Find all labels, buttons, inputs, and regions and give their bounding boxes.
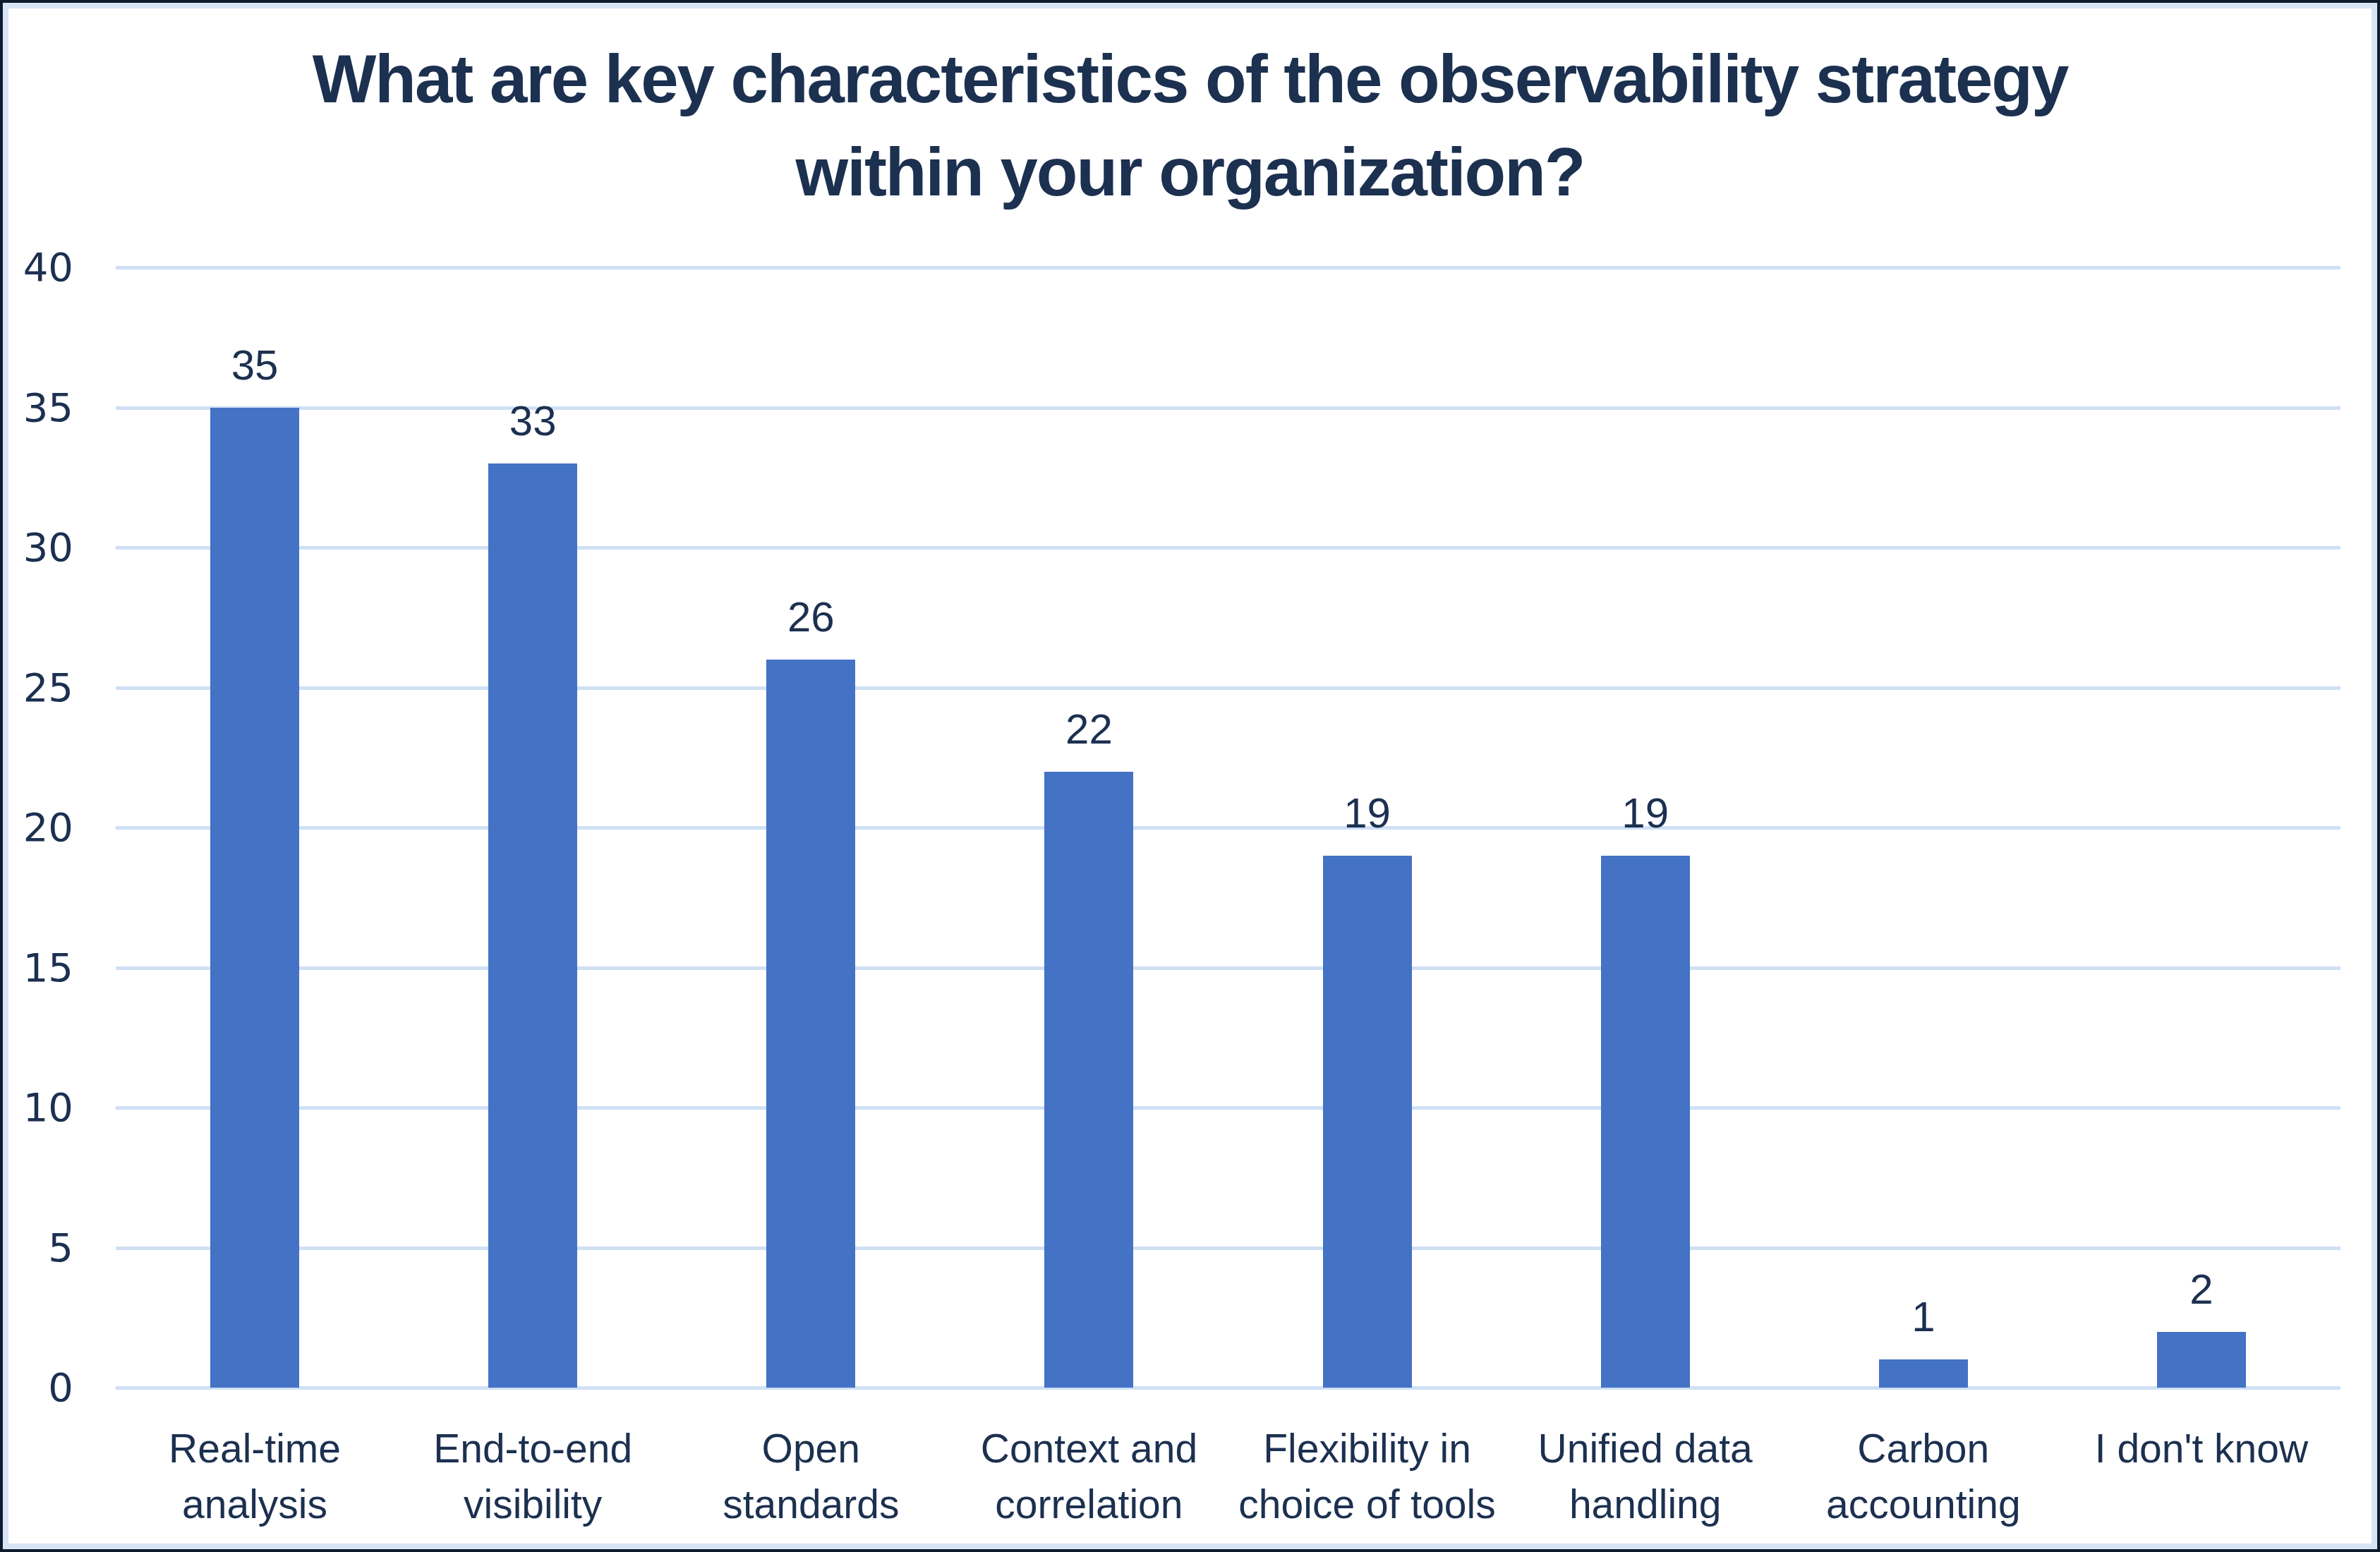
category-label-line: accounting xyxy=(1784,1477,2062,1532)
bar-slot-carbon-accounting: 1 xyxy=(1784,267,2062,1388)
bar-slot-real-time-analysis: 35 xyxy=(116,267,394,1388)
chart-title-line-2: within your organization? xyxy=(3,126,2377,219)
bar-end-to-end-visibility xyxy=(488,463,577,1388)
plot-area: 4035302520151050 35332622191912 xyxy=(116,267,2340,1388)
category-label-unified-data-handling: Unified datahandling xyxy=(1506,1421,1784,1532)
chart-title: What are key characteristics of the obse… xyxy=(3,32,2377,219)
category-label-real-time-analysis: Real-timeanalysis xyxy=(116,1421,394,1532)
category-label-open-standards: Openstandards xyxy=(672,1421,950,1532)
bars-row: 35332622191912 xyxy=(116,267,2340,1388)
y-axis-tick-label: 5 xyxy=(0,1220,73,1276)
chart-title-line-1: What are key characteristics of the obse… xyxy=(3,32,2377,126)
bar-value-label-carbon-accounting: 1 xyxy=(1784,1295,2062,1340)
category-label-line: End-to-end xyxy=(394,1421,672,1477)
category-label-line: Real-time xyxy=(116,1421,394,1477)
bar-slot-unified-data-handling: 19 xyxy=(1506,267,1784,1388)
bar-slot-flexibility-in-choice-of-tools: 19 xyxy=(1228,267,1506,1388)
category-label-line: Open xyxy=(672,1421,950,1477)
y-axis-tick-label: 0 xyxy=(0,1359,73,1416)
bar-carbon-accounting xyxy=(1879,1359,1968,1388)
y-axis-tick-label: 20 xyxy=(0,799,73,856)
category-label-end-to-end-visibility: End-to-endvisibility xyxy=(394,1421,672,1532)
bar-value-label-real-time-analysis: 35 xyxy=(116,343,394,388)
category-label-line: Carbon xyxy=(1784,1421,2062,1477)
category-label-line: correlation xyxy=(950,1477,1228,1532)
category-label-line: Unified data xyxy=(1506,1421,1784,1477)
bar-flexibility-in-choice-of-tools xyxy=(1323,856,1412,1388)
category-label-context-and-correlation: Context andcorrelation xyxy=(950,1421,1228,1532)
bar-value-label-end-to-end-visibility: 33 xyxy=(394,399,672,444)
category-label-line: choice of tools xyxy=(1228,1477,1506,1532)
category-label-line: I don't know xyxy=(2062,1421,2340,1477)
category-label-line: analysis xyxy=(116,1477,394,1532)
bar-open-standards xyxy=(766,660,855,1388)
bar-i-don-t-know xyxy=(2157,1332,2246,1388)
bar-real-time-analysis xyxy=(210,408,299,1388)
bar-slot-i-don-t-know: 2 xyxy=(2062,267,2340,1388)
bar-slot-end-to-end-visibility: 33 xyxy=(394,267,672,1388)
bar-value-label-open-standards: 26 xyxy=(672,595,950,640)
y-axis-tick-label: 10 xyxy=(0,1079,73,1136)
bar-slot-context-and-correlation: 22 xyxy=(950,267,1228,1388)
y-axis-tick-label: 30 xyxy=(0,519,73,576)
bar-value-label-unified-data-handling: 19 xyxy=(1506,791,1784,836)
bar-value-label-flexibility-in-choice-of-tools: 19 xyxy=(1228,791,1506,836)
category-label-flexibility-in-choice-of-tools: Flexibility inchoice of tools xyxy=(1228,1421,1506,1532)
y-axis-tick-label: 15 xyxy=(0,940,73,996)
category-label-line: Context and xyxy=(950,1421,1228,1477)
category-label-i-don-t-know: I don't know xyxy=(2062,1421,2340,1532)
y-axis-tick-label: 25 xyxy=(0,660,73,716)
bar-slot-open-standards: 26 xyxy=(672,267,950,1388)
bar-context-and-correlation xyxy=(1044,772,1133,1388)
x-axis-category-labels: Real-timeanalysisEnd-to-endvisibilityOpe… xyxy=(116,1421,2340,1532)
y-axis-tick-label: 35 xyxy=(0,380,73,436)
bar-chart: What are key characteristics of the obse… xyxy=(0,0,2380,1552)
y-axis-tick-label: 40 xyxy=(0,239,73,296)
category-label-carbon-accounting: Carbonaccounting xyxy=(1784,1421,2062,1532)
category-label-line: handling xyxy=(1506,1477,1784,1532)
category-label-line: visibility xyxy=(394,1477,672,1532)
category-label-line: Flexibility in xyxy=(1228,1421,1506,1477)
bar-value-label-context-and-correlation: 22 xyxy=(950,707,1228,752)
bar-value-label-i-don-t-know: 2 xyxy=(2062,1267,2340,1312)
bar-unified-data-handling xyxy=(1601,856,1690,1388)
category-label-line: standards xyxy=(672,1477,950,1532)
